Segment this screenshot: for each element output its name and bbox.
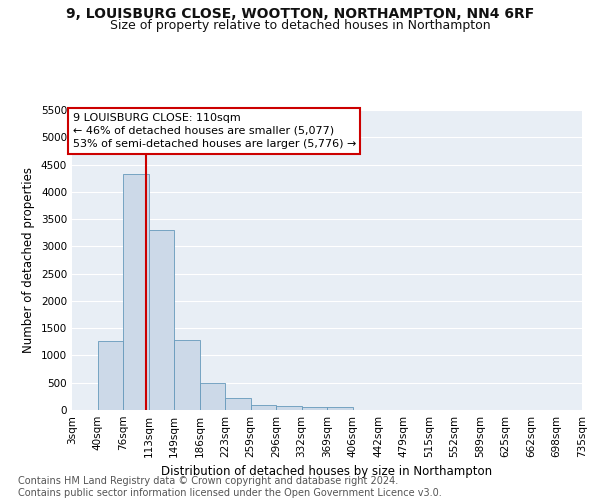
Bar bbox=[174, 340, 199, 410]
Text: Size of property relative to detached houses in Northampton: Size of property relative to detached ho… bbox=[110, 19, 490, 32]
Bar bbox=[149, 230, 174, 410]
Bar bbox=[123, 174, 149, 410]
Bar bbox=[251, 405, 276, 410]
Bar bbox=[225, 398, 251, 410]
X-axis label: Distribution of detached houses by size in Northampton: Distribution of detached houses by size … bbox=[161, 466, 493, 478]
Bar bbox=[276, 406, 302, 410]
Text: 9, LOUISBURG CLOSE, WOOTTON, NORTHAMPTON, NN4 6RF: 9, LOUISBURG CLOSE, WOOTTON, NORTHAMPTON… bbox=[66, 8, 534, 22]
Bar bbox=[302, 407, 327, 410]
Bar bbox=[97, 340, 123, 410]
Bar bbox=[199, 384, 225, 410]
Y-axis label: Number of detached properties: Number of detached properties bbox=[22, 167, 35, 353]
Text: 9 LOUISBURG CLOSE: 110sqm
← 46% of detached houses are smaller (5,077)
53% of se: 9 LOUISBURG CLOSE: 110sqm ← 46% of detac… bbox=[73, 112, 356, 149]
Bar bbox=[327, 406, 353, 410]
Text: Contains HM Land Registry data © Crown copyright and database right 2024.
Contai: Contains HM Land Registry data © Crown c… bbox=[18, 476, 442, 498]
